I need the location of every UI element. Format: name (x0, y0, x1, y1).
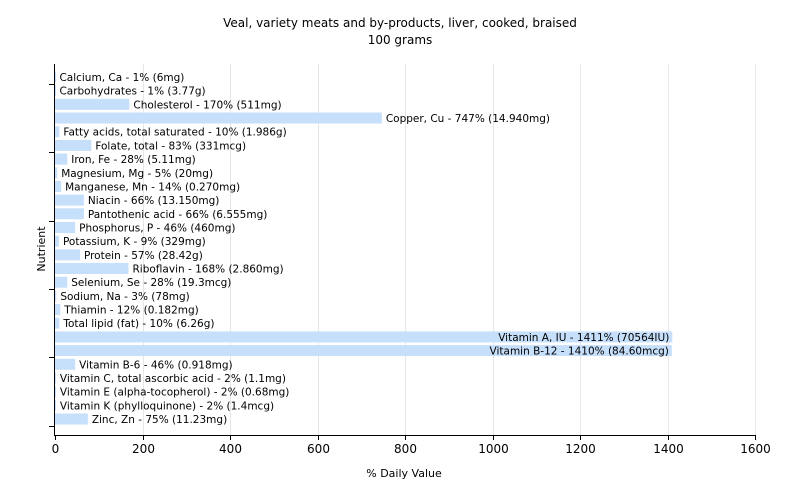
bar (55, 180, 62, 192)
bar (55, 139, 92, 151)
bar-label: Vitamin B-6 - 46% (0.918mg) (79, 359, 233, 371)
bar-label: Folate, total - 83% (331mcg) (95, 140, 246, 152)
bar (55, 167, 58, 179)
bar-label: Vitamin C, total ascorbic acid - 2% (1.1… (60, 373, 286, 385)
bar (55, 263, 129, 275)
bar (55, 235, 59, 247)
bar-label: Sodium, Na - 3% (78mg) (60, 291, 189, 303)
bar-labels: Calcium, Ca - 1% (6mg) Carbohydrates - 1%… (59, 72, 669, 426)
x-tick-label: 200 (132, 442, 155, 456)
bar-label: Copper, Cu - 747% (14.940mg) (386, 113, 550, 125)
bar-label: Pantothenic acid - 66% (6.555mg) (88, 209, 267, 221)
x-tick-label: 400 (219, 442, 242, 456)
bar (55, 208, 84, 220)
x-tick-label: 1400 (653, 442, 684, 456)
bar-label: Potassium, K - 9% (329mg) (63, 236, 206, 248)
bar-label: Selenium, Se - 28% (19.3mcg) (71, 277, 231, 289)
x-tick-label: 1600 (740, 442, 771, 456)
bar-label: Manganese, Mn - 14% (0.270mg) (65, 181, 240, 193)
bar-label: Vitamin A, IU - 1411% (70564IU) (498, 332, 669, 344)
x-tick-label: 1000 (478, 442, 509, 456)
bar (55, 358, 76, 370)
bar-label: Phosphorus, P - 46% (460mg) (79, 222, 235, 234)
x-tick-label: 0 (52, 442, 60, 456)
bar (55, 317, 60, 329)
bar (55, 413, 88, 425)
bar (55, 372, 56, 384)
chart-subtitle: 100 grams (368, 33, 433, 47)
bar-label: Zinc, Zn - 75% (11.23mg) (92, 414, 227, 426)
bar (55, 98, 130, 110)
bar-label: Protein - 57% (28.42g) (84, 250, 203, 262)
bar (55, 126, 60, 138)
x-tick-label: 600 (307, 442, 330, 456)
bar-label: Vitamin K (phylloquinone) - 2% (1.4mcg) (60, 400, 274, 412)
x-tick-label: 1200 (565, 442, 596, 456)
bar (55, 290, 57, 302)
bar-label: Riboflavin - 168% (2.860mg) (133, 264, 284, 276)
bar-label: Total lipid (fat) - 10% (6.26g) (62, 318, 214, 330)
bar-label: Thiamin - 12% (0.182mg) (63, 305, 199, 317)
bar (55, 345, 672, 357)
bars (55, 71, 673, 425)
bar (55, 304, 61, 316)
bar (55, 276, 68, 288)
chart-title: Veal, variety meats and by-products, liv… (223, 16, 577, 30)
bar (55, 71, 56, 83)
x-axis-title: % Daily Value (366, 467, 442, 480)
bar (55, 85, 56, 97)
bar-label: Vitamin E (alpha-tocopherol) - 2% (0.68m… (60, 387, 290, 399)
x-axis-ticks: 0 200 400 600 800 1000 1200 1400 1600 (52, 435, 771, 456)
bar (55, 399, 56, 411)
y-axis-title: Nutrient (35, 226, 48, 272)
bar (55, 112, 382, 124)
bar-label: Calcium, Ca - 1% (6mg) (59, 72, 184, 84)
bar (55, 331, 673, 343)
y-axis-ticks (49, 84, 55, 427)
bar (55, 249, 80, 261)
bar (55, 194, 84, 206)
bar-label: Fatty acids, total saturated - 10% (1.98… (63, 127, 286, 139)
bar-label: Magnesium, Mg - 5% (20mg) (61, 168, 213, 180)
bar-label: Iron, Fe - 28% (5.11mg) (71, 154, 195, 166)
bar-label: Niacin - 66% (13.150mg) (88, 195, 220, 207)
bar-label: Carbohydrates - 1% (3.77g) (59, 86, 205, 98)
grid-lines (143, 64, 756, 435)
bar-label: Cholesterol - 170% (511mg) (133, 99, 281, 111)
x-tick-label: 800 (394, 442, 417, 456)
bar (55, 221, 76, 233)
bar (55, 386, 56, 398)
bar-label: Vitamin B-12 - 1410% (84.60mcg) (490, 346, 669, 358)
bar (55, 153, 68, 165)
